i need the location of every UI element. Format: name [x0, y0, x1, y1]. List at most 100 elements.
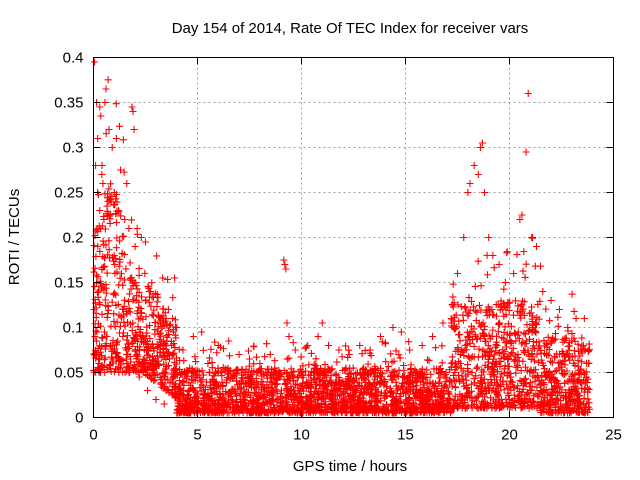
data-point	[460, 347, 468, 355]
data-point	[114, 353, 122, 361]
data-point	[125, 225, 133, 232]
data-point	[253, 399, 261, 407]
data-point	[151, 326, 159, 334]
data-point	[169, 328, 177, 336]
data-point	[96, 207, 104, 214]
data-point	[150, 368, 158, 376]
data-point	[233, 392, 241, 400]
data-point	[407, 366, 415, 374]
data-point	[312, 355, 320, 363]
data-point	[289, 376, 297, 384]
data-point	[261, 353, 269, 361]
data-point	[142, 238, 149, 246]
data-point	[586, 346, 594, 354]
data-point	[213, 349, 221, 357]
data-point	[549, 388, 557, 396]
data-point	[501, 362, 509, 370]
data-point	[98, 361, 106, 369]
data-point	[145, 372, 153, 380]
data-point	[107, 368, 115, 376]
data-point	[290, 407, 298, 415]
data-point	[400, 389, 408, 397]
data-point	[161, 309, 169, 317]
data-point	[167, 337, 175, 345]
data-point	[517, 367, 525, 375]
y-tick-label: 0.1	[63, 320, 84, 337]
data-point	[100, 328, 108, 336]
data-point	[555, 379, 563, 387]
data-point	[105, 185, 113, 193]
data-point	[383, 401, 391, 409]
data-point	[514, 328, 522, 336]
data-point	[477, 323, 485, 331]
data-point	[112, 100, 120, 108]
data-point	[98, 171, 106, 178]
data-point	[126, 353, 134, 361]
data-point	[520, 311, 528, 319]
data-point	[133, 292, 141, 300]
data-point	[411, 404, 419, 412]
data-point	[464, 189, 472, 196]
data-point	[478, 379, 486, 387]
data-point	[564, 327, 572, 335]
data-point	[377, 373, 385, 381]
data-point	[498, 370, 506, 378]
data-point	[184, 368, 192, 376]
data-point	[180, 377, 188, 385]
data-point	[490, 396, 498, 404]
data-point	[462, 391, 470, 399]
data-point	[470, 162, 478, 169]
data-point	[189, 404, 197, 412]
data-point	[349, 364, 357, 372]
data-point	[113, 219, 121, 227]
data-point	[116, 274, 124, 282]
data-point	[113, 353, 121, 361]
data-point	[568, 352, 576, 360]
data-point	[544, 369, 552, 377]
data-point	[314, 333, 322, 340]
data-point	[433, 400, 441, 408]
data-point	[519, 385, 527, 393]
data-point	[371, 375, 379, 383]
data-point	[362, 376, 370, 384]
data-point	[151, 289, 159, 297]
data-point	[110, 252, 118, 260]
data-point	[225, 337, 233, 345]
data-point	[339, 389, 347, 397]
data-point	[447, 319, 455, 327]
data-point	[91, 264, 99, 272]
data-point	[493, 367, 501, 375]
data-point	[500, 312, 508, 320]
data-point	[423, 379, 431, 387]
data-point	[348, 404, 356, 412]
data-point	[307, 349, 315, 357]
data-point	[473, 363, 481, 371]
data-point	[431, 379, 439, 387]
data-point	[99, 180, 107, 187]
data-point	[335, 346, 343, 354]
data-point	[363, 407, 371, 415]
data-point	[148, 340, 156, 348]
data-point	[473, 364, 481, 372]
data-point	[106, 361, 114, 369]
data-point	[404, 400, 412, 408]
data-point	[477, 379, 485, 387]
data-point	[559, 358, 567, 366]
data-point	[101, 296, 109, 304]
data-point	[297, 353, 305, 361]
data-point	[467, 393, 475, 401]
data-point	[466, 392, 474, 400]
y-tick-label: 0	[75, 410, 83, 427]
data-point	[537, 399, 545, 407]
data-point	[483, 363, 491, 371]
data-point	[91, 58, 99, 66]
data-point	[534, 400, 542, 408]
data-point	[423, 401, 431, 409]
data-point	[153, 352, 161, 360]
data-point	[378, 338, 386, 346]
data-point	[169, 350, 177, 358]
data-point	[341, 408, 349, 416]
data-point	[320, 368, 328, 376]
data-point	[129, 340, 137, 348]
data-point	[341, 396, 349, 404]
